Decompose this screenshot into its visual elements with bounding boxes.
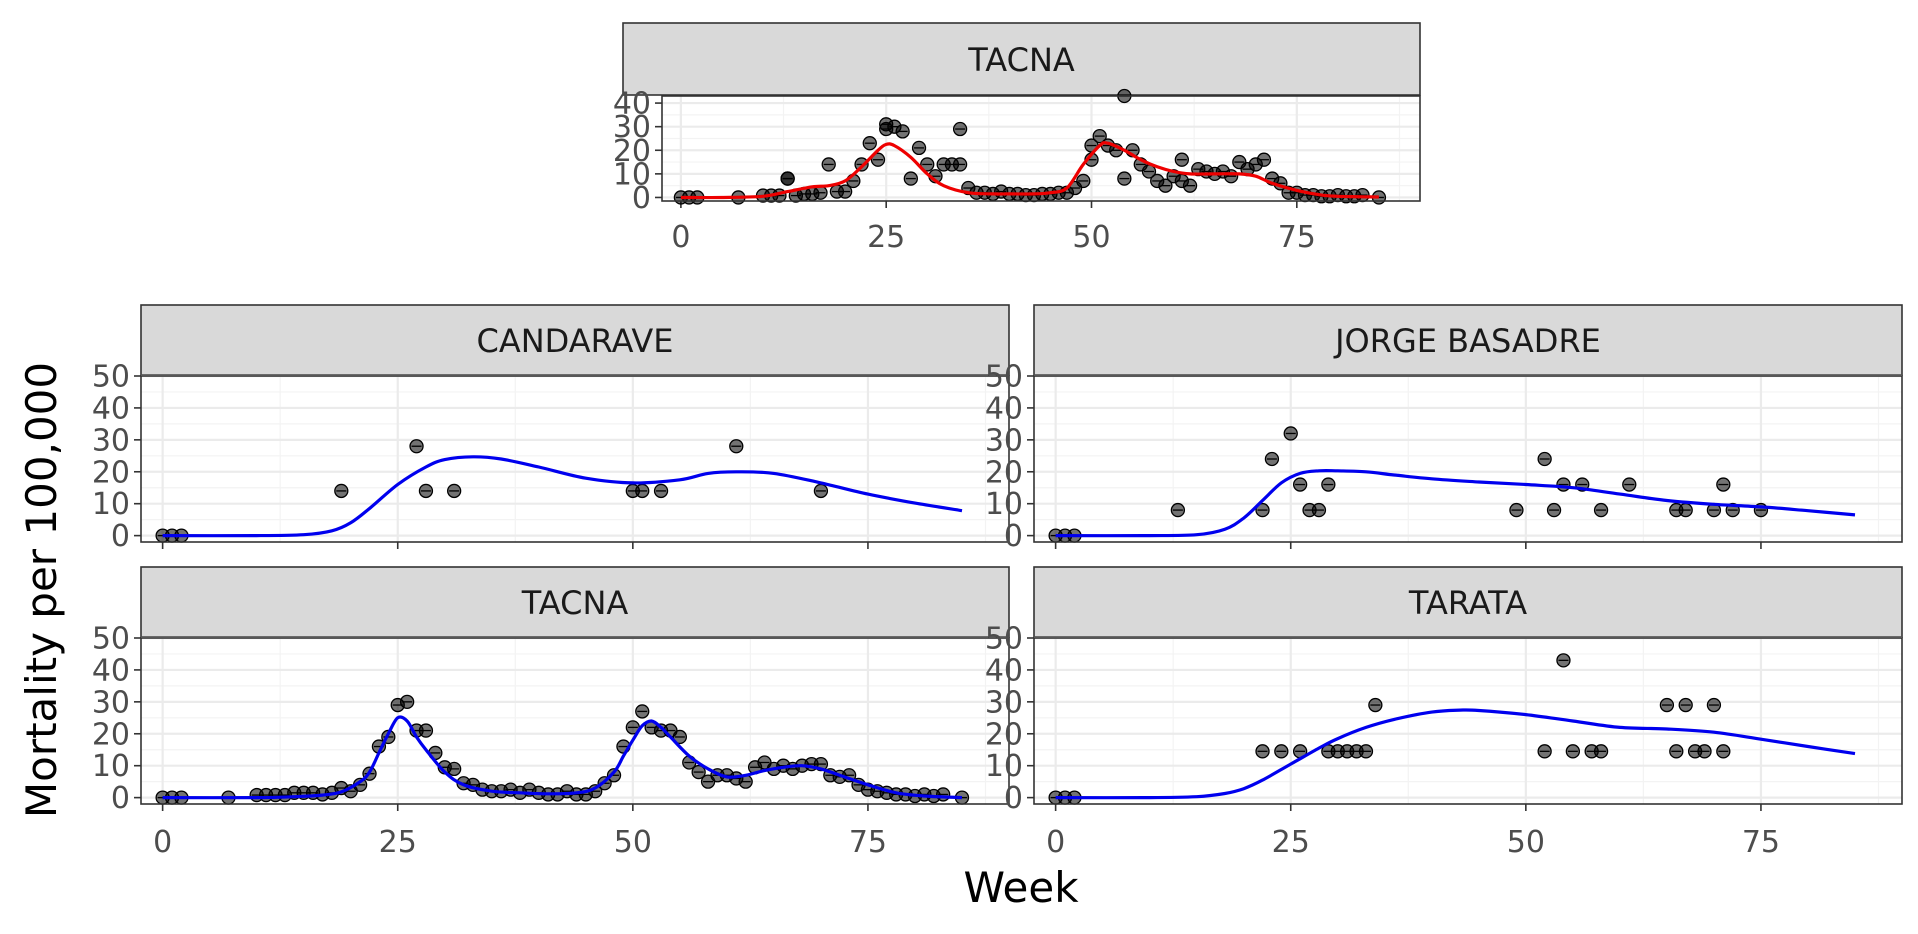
y-tick-label: 30 bbox=[985, 685, 1023, 720]
y-tick-label: 50 bbox=[985, 622, 1023, 657]
y-tick-label: 40 bbox=[92, 391, 130, 426]
y-tick-label: 40 bbox=[613, 87, 651, 122]
y-tick-label: 10 bbox=[985, 749, 1023, 784]
x-tick-label: 25 bbox=[867, 220, 905, 255]
y-tick-label: 0 bbox=[632, 181, 651, 216]
x-tick-label: 25 bbox=[379, 825, 417, 860]
y-tick-label: 0 bbox=[1004, 519, 1023, 554]
x-tick-label: 0 bbox=[153, 825, 172, 860]
x-tick-label: 50 bbox=[1072, 220, 1110, 255]
strip-label-tacna-top: TACNA bbox=[967, 41, 1075, 79]
y-tick-label: 20 bbox=[985, 455, 1023, 490]
y-tick-label: 0 bbox=[1004, 781, 1023, 816]
y-tick-label: 30 bbox=[92, 423, 130, 458]
panel-border bbox=[1033, 637, 1903, 805]
x-tick-label: 75 bbox=[1278, 220, 1316, 255]
smoothed-trend-line bbox=[680, 141, 1379, 200]
y-tick-label: 50 bbox=[985, 360, 1023, 395]
strip-label-tarata: TARATA bbox=[1408, 584, 1527, 622]
smoothed-trend-line bbox=[1055, 708, 1856, 800]
y-tick-label: 10 bbox=[92, 749, 130, 784]
y-tick-label: 20 bbox=[985, 717, 1023, 752]
strip-background bbox=[1033, 304, 1903, 376]
panel-border bbox=[1033, 375, 1903, 543]
y-tick-label: 10 bbox=[92, 487, 130, 522]
y-axis-title: Mortality per 100,000 bbox=[17, 362, 66, 818]
panel-border bbox=[140, 375, 1010, 543]
y-tick-label: 30 bbox=[985, 423, 1023, 458]
y-tick-label: 30 bbox=[613, 110, 651, 145]
y-tick-label: 20 bbox=[613, 134, 651, 169]
strip-label-candarave: CANDARAVE bbox=[476, 322, 673, 360]
y-tick-label: 50 bbox=[92, 622, 130, 657]
y-tick-label: 40 bbox=[92, 653, 130, 688]
x-tick-label: 75 bbox=[849, 825, 887, 860]
smoothed-trend-line bbox=[1055, 468, 1856, 538]
y-tick-label: 40 bbox=[985, 391, 1023, 426]
strip-background bbox=[140, 304, 1010, 376]
y-tick-label: 30 bbox=[92, 685, 130, 720]
x-axis-title: Week bbox=[963, 863, 1079, 912]
x-tick-label: 50 bbox=[1507, 825, 1545, 860]
y-tick-label: 10 bbox=[985, 487, 1023, 522]
x-tick-label: 50 bbox=[614, 825, 652, 860]
y-tick-label: 10 bbox=[613, 157, 651, 192]
smoothed-trend-line bbox=[162, 455, 963, 538]
y-tick-label: 50 bbox=[92, 360, 130, 395]
strip-label-jorge-basadre: JORGE BASADRE bbox=[1333, 322, 1601, 360]
y-tick-label: 0 bbox=[111, 519, 130, 554]
strip-label-tacna: TACNA bbox=[521, 584, 629, 622]
panel-border bbox=[140, 637, 1010, 805]
x-tick-label: 0 bbox=[1046, 825, 1065, 860]
smoothed-trend-line bbox=[162, 715, 963, 800]
x-tick-label: 25 bbox=[1272, 825, 1310, 860]
panel-border bbox=[661, 95, 1421, 202]
y-tick-label: 0 bbox=[111, 781, 130, 816]
strip-background bbox=[622, 22, 1421, 96]
y-tick-label: 20 bbox=[92, 717, 130, 752]
x-tick-label: 75 bbox=[1742, 825, 1780, 860]
strip-background bbox=[140, 566, 1010, 638]
y-tick-label: 20 bbox=[92, 455, 130, 490]
y-tick-label: 40 bbox=[985, 653, 1023, 688]
x-tick-label: 0 bbox=[671, 220, 690, 255]
